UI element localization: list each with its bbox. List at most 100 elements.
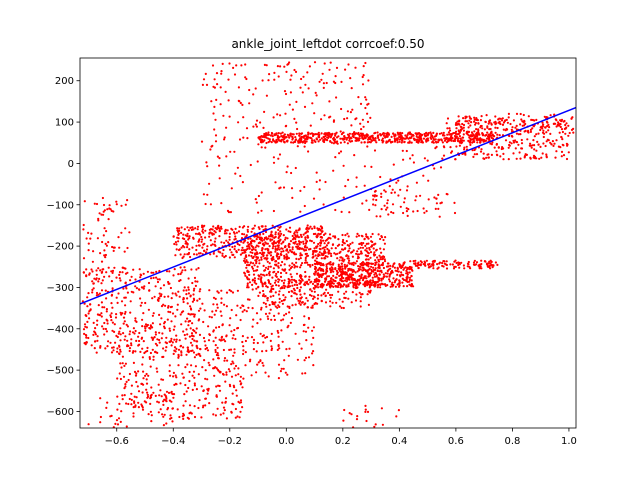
scatter-point <box>302 330 305 333</box>
scatter-point <box>257 211 260 214</box>
scatter-point <box>291 265 294 268</box>
scatter-point <box>435 197 438 200</box>
scatter-point <box>167 280 170 284</box>
scatter-point <box>363 262 366 265</box>
scatter-point <box>200 416 203 419</box>
scatter-point <box>492 134 495 137</box>
scatter-point <box>473 116 476 119</box>
x-tick-label: −0.2 <box>218 436 242 447</box>
scatter-point <box>454 265 457 268</box>
scatter-point <box>465 120 469 123</box>
scatter-point <box>284 296 287 299</box>
scatter-point <box>325 283 328 287</box>
scatter-point <box>469 124 472 127</box>
scatter-point <box>469 138 473 141</box>
scatter-point <box>313 225 316 228</box>
scatter-point <box>83 323 87 326</box>
scatter-point <box>236 415 239 418</box>
scatter-point <box>198 399 201 402</box>
scatter-point <box>134 317 137 320</box>
scatter-point <box>132 350 135 353</box>
scatter-point <box>455 261 458 265</box>
scatter-point <box>278 347 281 350</box>
scatter-point <box>153 336 156 339</box>
scatter-point <box>339 141 342 144</box>
scatter-point <box>148 289 151 292</box>
scatter-point <box>520 142 524 145</box>
scatter-point <box>128 372 131 376</box>
scatter-point <box>297 258 300 261</box>
scatter-point <box>199 288 202 291</box>
scatter-point <box>105 308 108 311</box>
scatter-point <box>436 263 439 266</box>
scatter-point <box>445 141 449 144</box>
scatter-point <box>257 285 260 288</box>
scatter-point <box>117 292 120 295</box>
scatter-point <box>133 401 136 404</box>
x-tick-label: 0.0 <box>278 436 294 447</box>
scatter-point <box>324 272 327 275</box>
scatter-point <box>366 141 369 144</box>
scatter-point <box>251 227 254 230</box>
scatter-point <box>244 255 247 258</box>
scatter-point <box>262 341 265 344</box>
scatter-point <box>364 404 367 407</box>
scatter-point <box>329 271 332 274</box>
scatter-point <box>268 262 271 265</box>
scatter-point <box>148 357 151 360</box>
scatter-point <box>169 374 172 377</box>
scatter-point <box>233 245 236 248</box>
scatter-point <box>380 139 383 142</box>
scatter-point <box>364 96 367 99</box>
scatter-point <box>127 402 130 406</box>
scatter-point <box>194 280 197 283</box>
scatter-point <box>473 118 476 121</box>
scatter-point <box>93 340 97 343</box>
scatter-point <box>217 227 220 230</box>
scatter-point <box>201 238 204 241</box>
scatter-point <box>529 156 532 159</box>
scatter-point <box>392 163 395 166</box>
scatter-point <box>193 382 196 385</box>
scatter-point <box>312 364 315 367</box>
scatter-point <box>358 275 361 278</box>
scatter-point <box>545 131 548 134</box>
scatter-point <box>121 355 124 358</box>
scatter-point <box>322 86 325 89</box>
scatter-point <box>482 140 485 143</box>
scatter-point <box>402 285 405 288</box>
scatter-point <box>123 320 126 323</box>
scatter-point <box>298 302 301 305</box>
scatter-point <box>499 155 502 158</box>
scatter-point <box>490 123 493 126</box>
scatter-point <box>271 247 274 250</box>
scatter-point <box>138 339 141 343</box>
scatter-point <box>332 142 335 145</box>
scatter-point <box>456 123 459 126</box>
scatter-point <box>207 361 210 364</box>
scatter-point <box>198 353 201 356</box>
scatter-point <box>252 93 255 96</box>
scatter-point <box>374 261 377 264</box>
scatter-point <box>445 267 449 270</box>
scatter-point <box>321 247 324 250</box>
scatter-point <box>256 236 260 239</box>
scatter-point <box>276 113 279 116</box>
scatter-point <box>163 322 166 325</box>
scatter-point <box>494 115 497 118</box>
scatter-point <box>252 348 255 351</box>
scatter-point <box>213 230 216 233</box>
scatter-point <box>248 278 251 281</box>
scatter-point <box>408 280 411 283</box>
scatter-point <box>372 203 375 206</box>
scatter-point <box>118 402 121 405</box>
scatter-point <box>277 75 280 78</box>
scatter-point <box>263 269 266 272</box>
scatter-point <box>228 289 231 292</box>
scatter-point <box>415 135 418 138</box>
scatter-point <box>281 260 284 264</box>
scatter-point <box>164 394 167 397</box>
scatter-point <box>353 154 356 157</box>
scatter-point <box>227 78 230 81</box>
scatter-point <box>350 301 353 304</box>
